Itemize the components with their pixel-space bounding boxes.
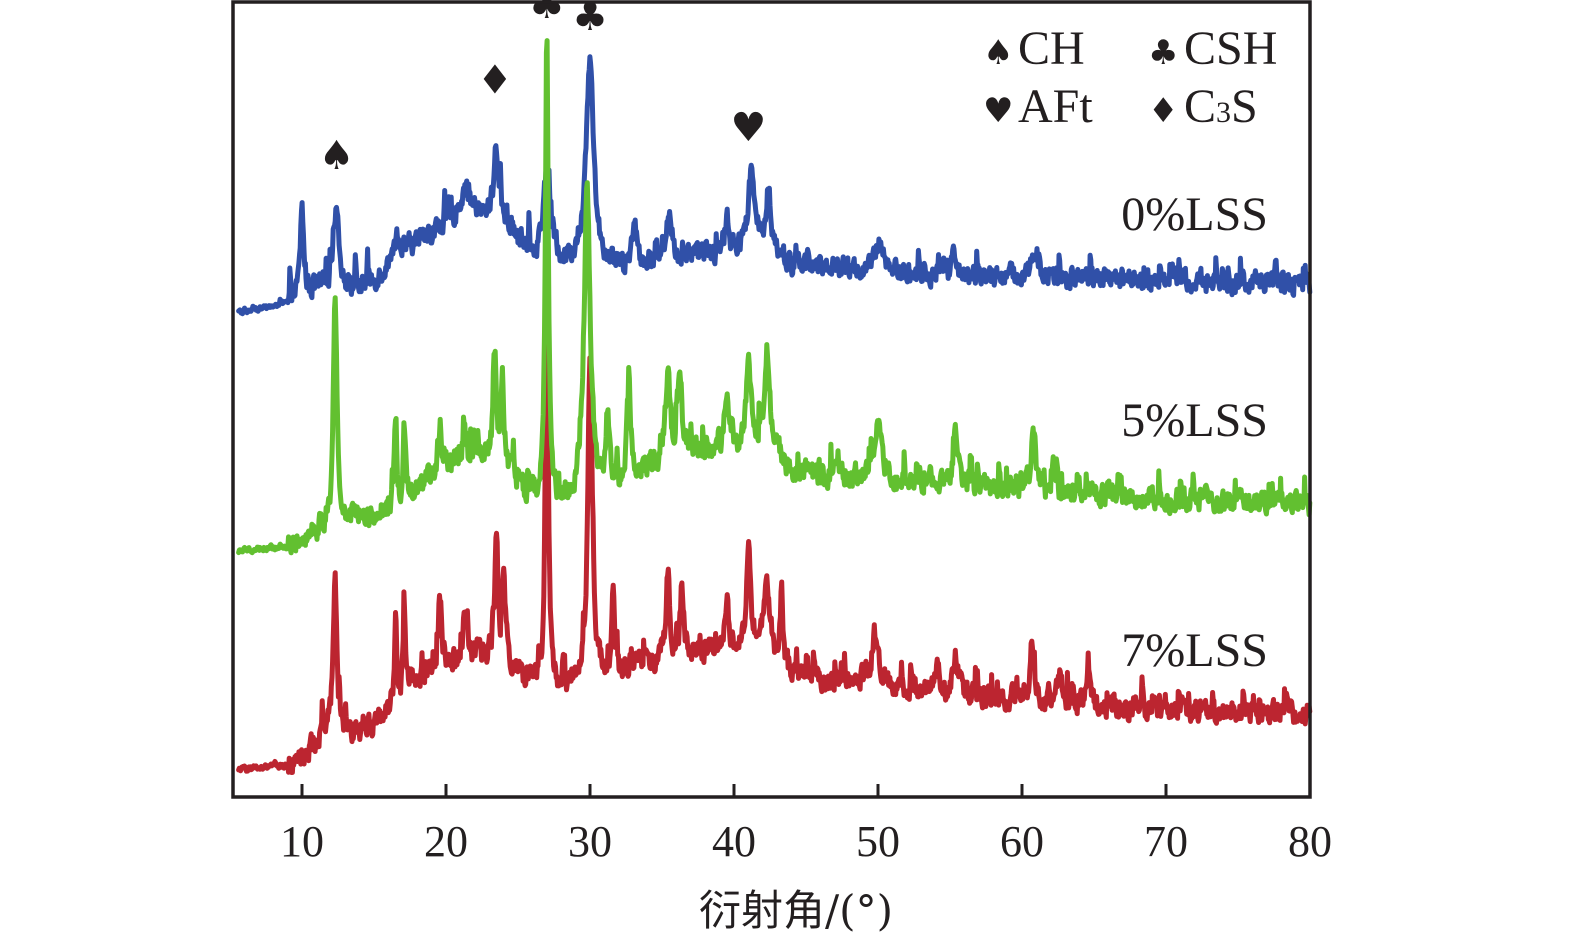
legend-label-c3s: C3S (1184, 80, 1258, 133)
x-tick-label: 10 (280, 817, 324, 866)
series-label-5: 5%LSS (1121, 394, 1268, 447)
x-tick-label: 70 (1144, 817, 1188, 866)
peak-marker-club-icon: ♣ (529, 0, 565, 28)
series-line-7pct-lss (236, 292, 1313, 775)
spade-icon: ♠ (983, 33, 1013, 73)
series-layer (236, 38, 1313, 775)
legend-label-c3s-c: C (1184, 80, 1216, 133)
x-axis-ticks (300, 784, 1312, 797)
legend-label-csh: CSH (1184, 22, 1277, 75)
plot-frame (231, 0, 1312, 799)
legend-label-ch: CH (1018, 22, 1085, 75)
x-tick-label: 40 (712, 817, 756, 866)
legend: ♠ CH ♣ CSH ♥ AFt ♦ C3S (983, 22, 1277, 133)
x-axis-title: 衍射角/(°) (699, 886, 893, 935)
x-tick-label: 50 (856, 817, 900, 866)
x-tick-label: 20 (424, 817, 468, 866)
diamond-icon: ♦ (1148, 91, 1178, 131)
x-tick-label: 60 (1000, 817, 1044, 866)
legend-label-c3s-sub: 3 (1216, 96, 1231, 129)
series-label-0: 0%LSS (1121, 188, 1268, 241)
peak-annotations: ♠ ♦ ♣ ♣ ♥ (319, 0, 767, 179)
series-label-7: 7%LSS (1121, 624, 1268, 677)
legend-label-c3s-s: S (1231, 80, 1258, 133)
x-axis-tick-labels: 10 20 30 40 50 60 70 80 (280, 817, 1332, 866)
x-tick-label: 80 (1288, 817, 1332, 866)
club-icon: ♣ (1148, 33, 1178, 73)
series-line-5pct-lss (236, 38, 1313, 556)
legend-label-aft: AFt (1018, 80, 1093, 133)
peak-marker-diamond-icon: ♦ (477, 57, 513, 103)
series-line-0pct-lss (236, 54, 1313, 317)
heart-icon: ♥ (983, 91, 1013, 131)
peak-marker-spade-icon: ♠ (319, 133, 355, 179)
peak-marker-club-icon: ♣ (572, 0, 608, 40)
x-tick-label: 30 (568, 817, 612, 866)
peak-marker-heart-icon: ♥ (730, 105, 766, 151)
